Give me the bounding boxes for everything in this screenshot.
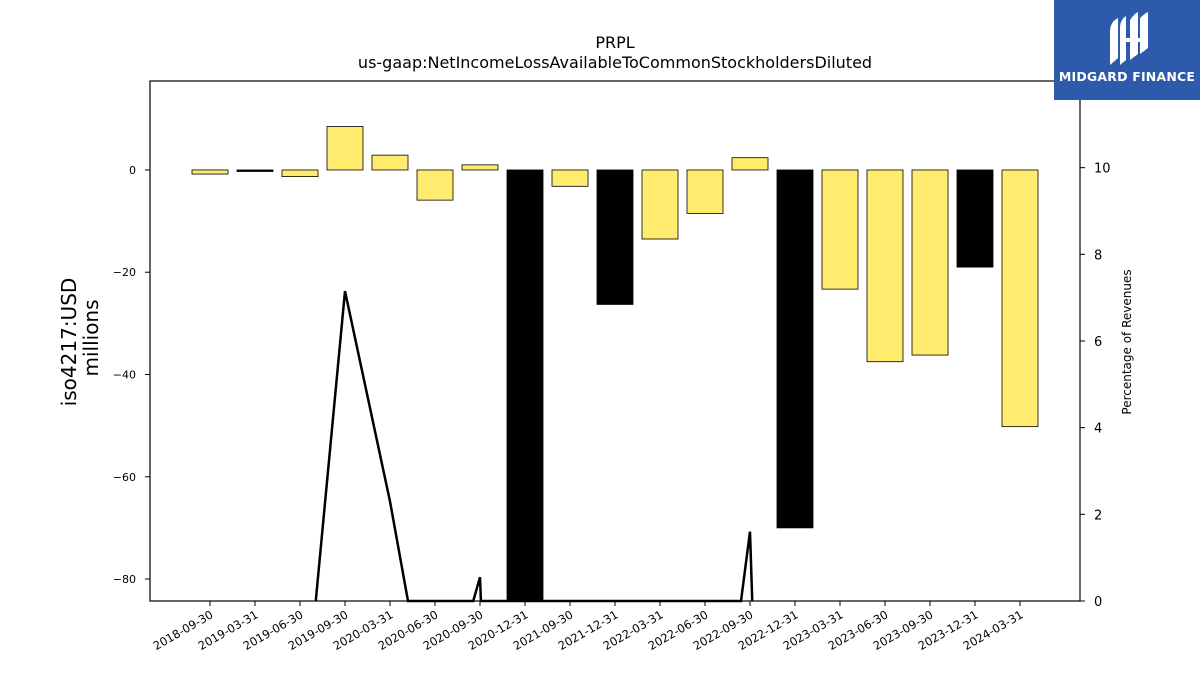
bar-2023-09-30 bbox=[911, 169, 949, 356]
bar-2023-12-31 bbox=[956, 169, 994, 268]
bar-2019-03-31 bbox=[236, 169, 274, 172]
y-tick-label: 0 bbox=[129, 164, 136, 177]
bar-2021-12-31 bbox=[596, 169, 634, 305]
y2-tick-label: 10 bbox=[1094, 162, 1111, 177]
y-tick-label: −60 bbox=[113, 471, 136, 484]
bar-2020-12-31 bbox=[506, 169, 544, 602]
y-axis-left: 0 −20 −40 −60 −80 bbox=[113, 164, 150, 586]
bar-2018-09-30 bbox=[191, 169, 229, 175]
bar-2020-03-31 bbox=[371, 154, 409, 171]
bar-2024-03-31 bbox=[1001, 169, 1039, 428]
y2-tick-label: 6 bbox=[1094, 335, 1102, 350]
percentage-line-path bbox=[314, 290, 754, 603]
bar-2022-09-30 bbox=[731, 157, 769, 171]
percentage-line bbox=[314, 290, 754, 603]
y-axis-right: 024681012 bbox=[1080, 75, 1111, 610]
y-axis-label-units: millions bbox=[79, 299, 103, 376]
bar-2022-06-30 bbox=[686, 169, 724, 214]
bar-2020-09-30 bbox=[461, 164, 499, 171]
bar-2022-12-31 bbox=[776, 169, 814, 529]
bar-2019-09-30 bbox=[326, 126, 364, 171]
bar-2021-09-30 bbox=[551, 169, 589, 187]
bar-2023-06-30 bbox=[866, 169, 904, 363]
y-tick-label: −80 bbox=[113, 573, 136, 586]
midgard-finance-logo: MIDGARD FINANCE bbox=[1054, 0, 1200, 100]
y2-tick-label: 8 bbox=[1094, 248, 1102, 263]
bar-2022-03-31 bbox=[641, 169, 679, 240]
midgard-logo-icon bbox=[1110, 12, 1148, 65]
y-tick-label: −40 bbox=[113, 368, 136, 381]
y2-axis-label: Percentage of Revenues bbox=[1120, 269, 1134, 414]
y2-tick-label: 2 bbox=[1094, 508, 1102, 523]
bar-2019-06-30 bbox=[281, 169, 319, 178]
y-tick-label: −20 bbox=[113, 266, 136, 279]
chart-title: PRPL bbox=[595, 33, 634, 52]
logo-text: MIDGARD FINANCE bbox=[1058, 69, 1196, 84]
y-axis-label: iso4217:USD bbox=[57, 278, 81, 407]
chart-subtitle: us-gaap:NetIncomeLossAvailableToCommonSt… bbox=[358, 53, 872, 72]
bars bbox=[191, 126, 1039, 602]
y2-tick-label: 0 bbox=[1094, 595, 1102, 610]
y2-tick-label: 4 bbox=[1094, 422, 1102, 437]
bar-2023-03-31 bbox=[821, 169, 859, 290]
x-axis: 2018-09-302019-03-312019-06-302019-09-30… bbox=[151, 601, 1026, 653]
bar-2020-06-30 bbox=[416, 169, 454, 201]
